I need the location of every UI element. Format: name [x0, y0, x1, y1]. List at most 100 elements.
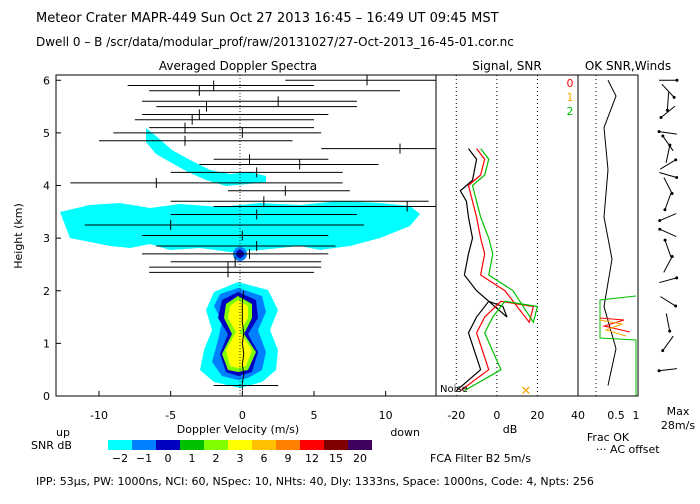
colorbar-swatch: [156, 440, 180, 450]
ok-orange-line: [599, 319, 627, 337]
signal-tick-label: 20: [530, 409, 544, 422]
wind-barb-head: [663, 238, 667, 242]
height-tick-label: 3: [43, 232, 50, 245]
wind-barb-head: [675, 276, 679, 280]
wind-barb: [665, 145, 671, 163]
colorbar-swatch: [324, 440, 348, 450]
height-axis-label: Height (km): [12, 203, 25, 269]
wind-barb: [663, 177, 673, 194]
ok-legend-entry: 2: [567, 105, 574, 118]
signal-series-line: [455, 148, 508, 392]
wind-barb: [659, 213, 677, 222]
colorbar-tick-label: 15: [329, 452, 343, 465]
direction-right: down: [390, 426, 420, 439]
radial-velocity-line: [241, 290, 245, 383]
x-marker-icon: ✕: [521, 384, 532, 399]
signal-series-line: [464, 148, 539, 392]
velocity-tick-label: 10: [379, 409, 393, 422]
colorbar-swatch: [300, 440, 324, 450]
height-axis: 0 1 2 3 4 5 6: [43, 74, 61, 403]
velocity-axis: -10 -5 0 5 10: [90, 391, 393, 422]
wind-barb-head: [665, 108, 669, 112]
colorbar-tick-label: 1: [189, 452, 196, 465]
frac-tick-label: 1: [633, 409, 640, 422]
height-tick-label: 6: [43, 74, 50, 87]
footer-params: IPP: 53μs, PW: 1000ns, NCI: 60, NSpec: 1…: [36, 475, 594, 488]
wind-barb-head: [657, 130, 661, 134]
frac-ok-label: Frac OK: [587, 431, 630, 444]
signal-tick-label: -20: [447, 409, 465, 422]
velocity-tick-label: 5: [311, 409, 318, 422]
wind-barb: [663, 256, 673, 273]
wind-barb: [665, 313, 671, 332]
wind-barb: [664, 239, 672, 258]
signal-grid: [455, 75, 538, 396]
wind-barb-head: [670, 254, 674, 258]
wind-barb: [659, 368, 677, 372]
colorbar-tick-label: 9: [285, 452, 292, 465]
colorbar-tick-label: 20: [353, 452, 367, 465]
wind-barb: [662, 335, 674, 351]
signal-series-line: [459, 148, 535, 392]
wind-barb-head: [674, 304, 678, 308]
wind-barb-head: [675, 175, 679, 179]
wind-barb: [659, 228, 677, 237]
wind-barb: [660, 296, 676, 307]
direction-left: up: [56, 426, 70, 439]
ok-legend: 012: [567, 77, 574, 118]
frac-axis: 0.5 1: [607, 409, 639, 422]
ok-snr-frame: [577, 74, 639, 397]
spectra-heatmap: [60, 128, 420, 388]
colorbar-swatch: [348, 440, 372, 450]
ok-legend-entry: 0: [567, 77, 574, 90]
colorbar-tick-label: 12: [305, 452, 319, 465]
spectral-width-bars: [70, 75, 479, 391]
height-tick-label: 4: [43, 180, 50, 193]
signal-series: [455, 148, 539, 392]
wind-barb-head: [659, 115, 663, 119]
wind-barb: [659, 277, 677, 284]
colorbar-tick-label: 0: [165, 452, 172, 465]
colorbar-tick-label: −1: [136, 452, 152, 465]
colorbar-tick-label: −2: [112, 452, 128, 465]
colorbar-swatch: [132, 440, 156, 450]
signal-title: Signal, SNR: [472, 59, 541, 73]
dwell-info: Dwell 0 – B /scr/data/modular_prof/raw/2…: [36, 35, 514, 49]
colorbar-swatch: [204, 440, 228, 450]
wind-barb: [660, 105, 676, 118]
ok-green-line: [599, 295, 637, 396]
signal-tick-label: 40: [571, 409, 585, 422]
noise-label: Noise: [440, 384, 468, 395]
wind-barb-head: [663, 208, 667, 212]
colorbar-swatch: [252, 440, 276, 450]
wind-barb: [659, 172, 677, 178]
colorbar-tick-label: 2: [213, 452, 220, 465]
wind-barb-head: [672, 95, 676, 99]
wind-barb-head: [675, 78, 679, 82]
snr-region-sloping-layer: [146, 128, 266, 186]
wind-barb-head: [661, 134, 665, 138]
snr-region-yellow: [226, 300, 252, 368]
wind-barb: [661, 83, 675, 98]
height-tick-label: 5: [43, 127, 50, 140]
winds-max-label: Max: [667, 405, 690, 418]
colorbar-tick-label: 3: [237, 452, 244, 465]
velocity-tick-label: 0: [239, 409, 246, 422]
figure-title: Meteor Crater MAPR-449 Sun Oct 27 2013 1…: [36, 11, 499, 26]
colorbar-swatch: [180, 440, 204, 450]
frac-ok-series: [595, 75, 637, 396]
wind-barb: [662, 135, 674, 152]
signal-plot-area: [436, 75, 578, 396]
colorbar-swatch: [228, 440, 252, 450]
snr-colorbar: −2 −1 0 1 2 3 6 9 12 15 20: [108, 440, 372, 465]
winds-max-value: 28m/s: [661, 419, 695, 432]
wind-barb-head: [661, 349, 665, 353]
snr-colorbar-label: SNR dB: [31, 439, 72, 452]
signal-axis: -20 0 20 40: [447, 409, 585, 422]
wind-barb: [660, 159, 676, 170]
velocity-tick-label: -10: [90, 409, 108, 422]
wind-barb-head: [668, 143, 672, 147]
frac-ok-line: [603, 80, 617, 386]
colorbar-swatch: [108, 440, 132, 450]
